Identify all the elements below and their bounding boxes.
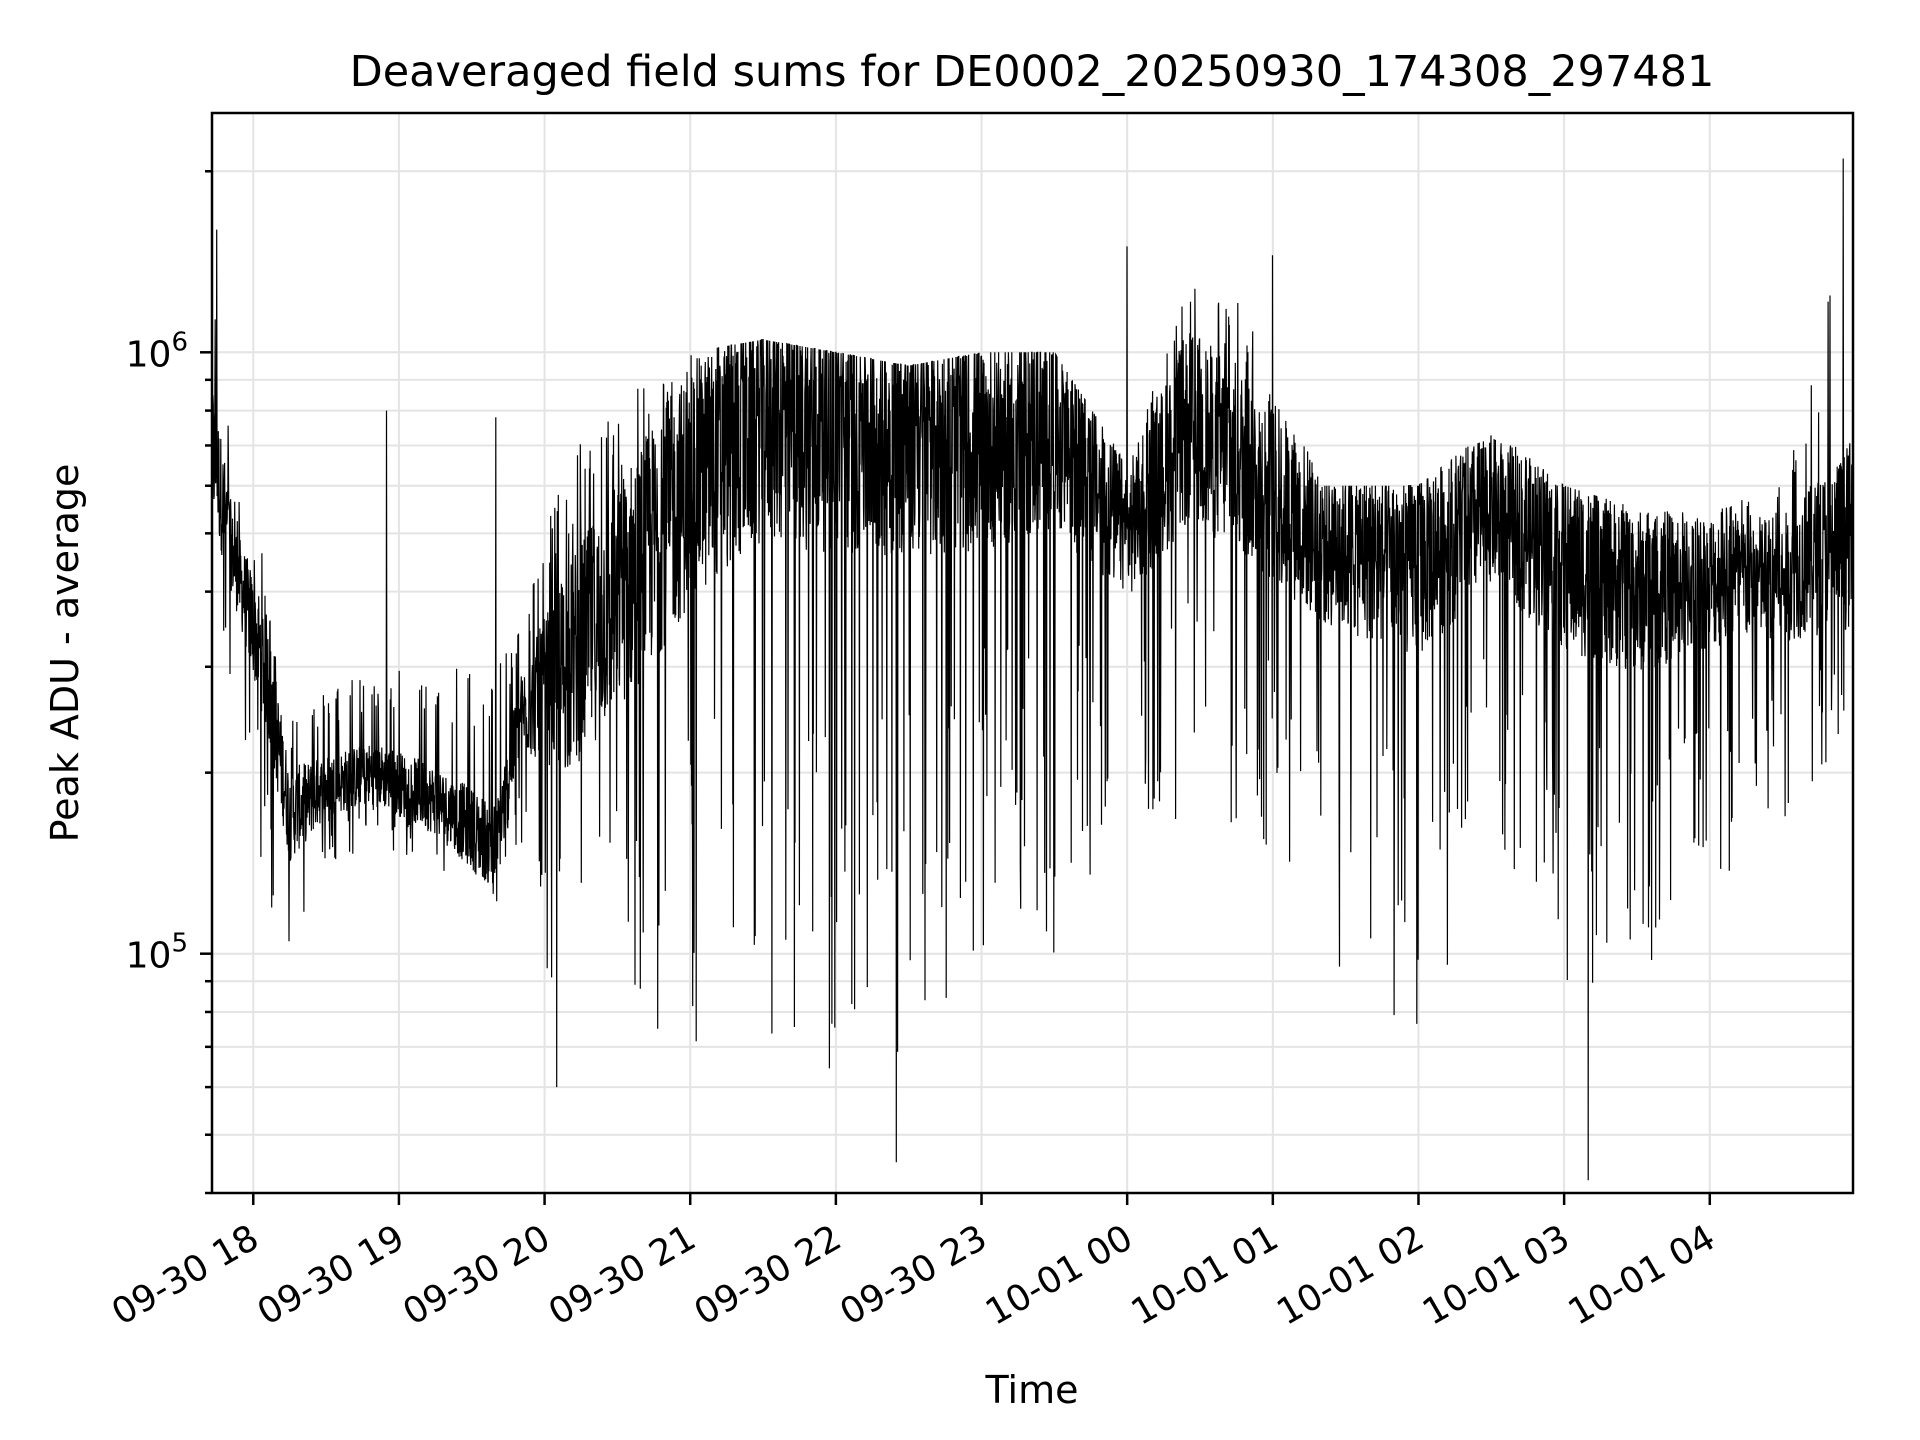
x-axis-label: Time: [985, 1368, 1079, 1412]
y-tick-label: 105: [126, 929, 188, 977]
y-axis-label: Peak ADU - average: [43, 464, 87, 843]
x-tick-label: 10-01 01: [1125, 1217, 1286, 1333]
trace-layer: [211, 158, 1854, 1181]
x-tick-label: 10-01 02: [1270, 1217, 1431, 1333]
x-tick-label: 09-30 18: [105, 1217, 266, 1333]
plot-frame: [210, 111, 1855, 1195]
series-line: [211, 158, 1854, 1181]
x-tick-label: 09-30 23: [833, 1217, 994, 1333]
chart-title: Deaveraged field sums for DE0002_2025093…: [350, 47, 1715, 97]
x-tick-label: 10-01 04: [1562, 1217, 1723, 1333]
x-tick-label: 09-30 21: [542, 1217, 703, 1333]
x-tick-label: 09-30 19: [251, 1217, 412, 1333]
y-tick-label: 106: [126, 327, 188, 375]
x-tick-label: 10-01 00: [979, 1217, 1140, 1333]
x-tick-label: 09-30 20: [396, 1217, 557, 1333]
x-tick-label: 10-01 03: [1416, 1217, 1577, 1333]
x-tick-label: 09-30 22: [688, 1217, 849, 1333]
y-axis: 105 106: [126, 170, 212, 1195]
